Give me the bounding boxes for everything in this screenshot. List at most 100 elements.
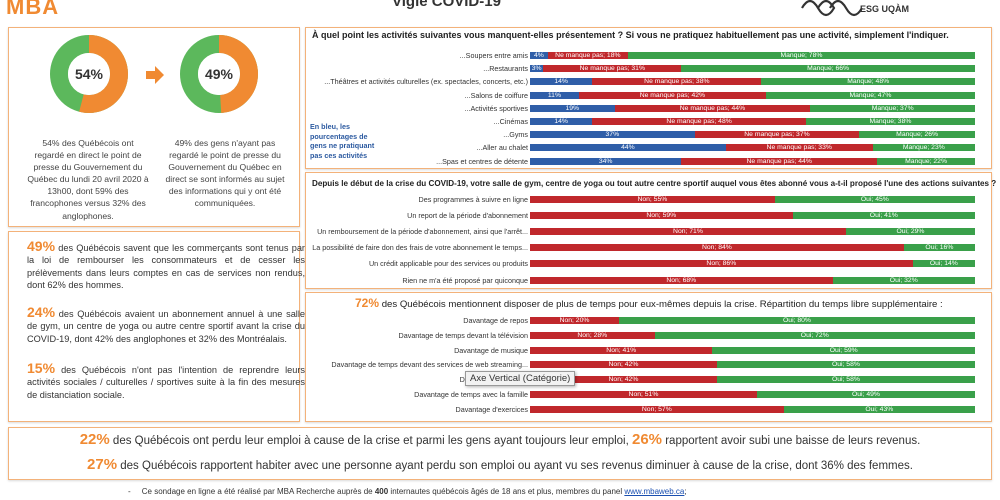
bar-segment: [805, 118, 975, 125]
category-label: ...Théâtres et activités culturelles (ex…: [324, 77, 528, 87]
bar-label: Non; 59%: [646, 212, 677, 220]
bottom-line-2: 27% des Québécois rapportent habiter ave…: [87, 456, 913, 473]
bar-label: Manque; 48%: [847, 78, 890, 86]
bar-segment: [627, 52, 975, 59]
bar-segment: [530, 65, 544, 73]
bar-segment: [530, 361, 717, 369]
bar-label: Non; 84%: [701, 244, 732, 252]
chart-2-title: Depuis le début de la crise du COVID-19,…: [312, 179, 997, 188]
bar-segment: [725, 144, 873, 152]
bar-segment: [774, 196, 975, 203]
mba-logo: MBA: [6, 0, 60, 19]
category-label: ...Aller au chalet: [476, 143, 528, 153]
ring-chart-1: 54%: [50, 35, 128, 113]
bar-label: 19%: [565, 104, 580, 112]
bar-label: Oui; 80%: [783, 317, 811, 324]
bar-segment: [530, 91, 579, 99]
bar-segment: [530, 391, 757, 398]
bar-label: Oui; 58%: [831, 376, 860, 384]
bar-label: 4%: [533, 52, 544, 59]
category-label: La possibilité de faire don des frais de…: [312, 243, 528, 253]
chart-3-title-text: des Québécois mentionnent disposer de pl…: [379, 299, 943, 310]
bar-label: Manque; 38%: [869, 118, 912, 125]
bar-segment: [530, 196, 775, 203]
bar-segment: [845, 228, 975, 236]
bar-label: Ne manque pas; 37%: [744, 131, 810, 139]
bar-segment: [614, 104, 811, 112]
bar-label: 37%: [605, 131, 620, 139]
category-label: Davantage d'exercices: [455, 404, 529, 414]
bar-segment: [530, 244, 904, 252]
bar-label: Oui; 49%: [851, 391, 880, 398]
bar-label: Non; 42%: [608, 376, 639, 384]
bar-label: Non; 42%: [608, 361, 639, 369]
stat-text: des Québécois savent que les commerçants…: [27, 243, 305, 291]
esg-logo-text: ESG UQÀM: [860, 4, 910, 14]
mbaweb-link[interactable]: www.mbaweb.ca: [624, 487, 685, 496]
bar-segment: [810, 104, 975, 112]
category-label: Davantage de temps devant la télévision: [398, 330, 528, 340]
bar-label: Non; 55%: [637, 196, 668, 203]
bar-segment: [530, 228, 846, 236]
bar-label: Oui; 29%: [896, 228, 925, 236]
category-label: Un crédit applicable pour des services o…: [368, 259, 528, 269]
bar-segment: [530, 405, 784, 413]
bar-label: Manque; 23%: [902, 144, 945, 152]
bar-segment: [530, 276, 833, 284]
bar-label: Manque; 22%: [905, 157, 948, 165]
chart-3-title: 72% des Québécois mentionnent disposer d…: [355, 296, 943, 310]
bottom-panel: [8, 427, 992, 480]
bar-segment: [530, 331, 655, 339]
bar-segment: [530, 144, 726, 152]
chart-panel-free-time: [305, 292, 992, 422]
bar-label: Oui; 32%: [889, 276, 918, 284]
bar-label: Ne manque pas; 48%: [666, 118, 732, 125]
bar-label: Ne manque pas; 18%: [555, 52, 621, 59]
bar-label: Non; 86%: [706, 260, 737, 268]
ring-1-caption: 54% des Québécois ont regardé en direct …: [27, 138, 149, 221]
category-label: Davantage de temps devant des services d…: [331, 360, 528, 370]
bar-label: 14%: [554, 78, 568, 86]
esg-logo-icon: [801, 0, 863, 17]
category-label: Davantage de temps avec la famille: [414, 390, 528, 399]
rings-panel: 54% 49% 54% des Québécois ont regardé en…: [8, 27, 300, 227]
bar-segment: [783, 405, 975, 413]
ring-1-value: 54%: [75, 66, 104, 82]
stat-percent: 49%: [27, 238, 56, 254]
bar-segment: [530, 376, 717, 384]
stat-paragraph: 15% des Québécois n'ont pas l'intention …: [27, 361, 305, 401]
bar-segment: [859, 131, 975, 139]
bar-label: Ne manque pas; 33%: [766, 144, 832, 152]
category-label: ...Activités sportives: [464, 103, 528, 113]
bar-segment: [530, 317, 619, 324]
chart-3-title-pct: 72%: [355, 296, 380, 310]
bar-segment: [530, 260, 913, 268]
bar-label: Manque; 47%: [849, 91, 892, 99]
bar-segment: [530, 52, 548, 59]
bar-segment: [592, 78, 762, 86]
bar-segment: [578, 91, 766, 99]
ring-2-arc: [180, 35, 258, 113]
category-label: Davantage de musique: [454, 345, 528, 355]
bar-label: Manque; 66%: [807, 65, 850, 73]
category-label: ...Restaurants: [483, 64, 528, 74]
bar-segment: [761, 78, 975, 86]
bar-segment: [592, 118, 806, 125]
bar-segment: [716, 361, 975, 369]
bar-label: 34%: [598, 157, 613, 165]
bar-segment: [530, 78, 593, 86]
stat-paragraph: 49% des Québécois savent que les commerç…: [27, 238, 305, 292]
bar-segment: [530, 131, 695, 139]
bar-segment: [681, 157, 878, 165]
category-label: Davantage de repos: [463, 316, 528, 325]
blue-note: En bleu, les pourcentages de gens ne pra…: [310, 122, 375, 160]
category-label: ...Soupers entre amis: [459, 51, 528, 60]
bar-label: Oui; 59%: [829, 346, 858, 354]
category-label: ...Gyms: [503, 130, 528, 140]
bar-label: 44%: [621, 144, 635, 152]
bar-label: 11%: [547, 91, 562, 99]
stat-percent: 24%: [27, 304, 56, 320]
bar-segment: [832, 276, 975, 284]
bar-segment: [903, 244, 975, 252]
bottom-line-1: 22% des Québécois ont perdu leur emploi …: [79, 431, 921, 448]
